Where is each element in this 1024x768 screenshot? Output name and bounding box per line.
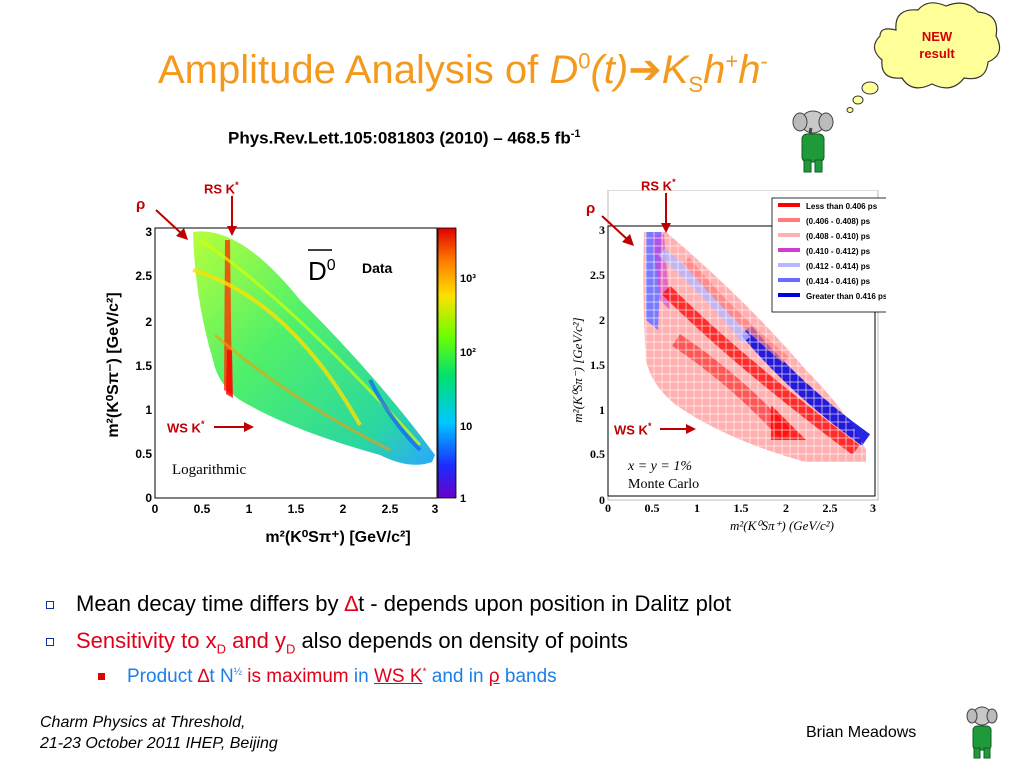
right-legend: Less than 0.406 ps (0.406 - 0.408) ps (0.4… — [778, 202, 886, 301]
right-y-ticks: 0 0.5 1 1.5 2 2.5 3 — [590, 223, 605, 507]
left-y-tick: 0 — [145, 491, 152, 505]
right-rs-kstar-label: RS K* — [641, 177, 676, 194]
right-y-tick: 0.5 — [590, 447, 605, 461]
legend-label: (0.412 - 0.414) ps — [806, 262, 871, 271]
left-ws-kstar-label: WS K* — [167, 419, 205, 436]
bullet-filled-square-icon — [98, 673, 105, 681]
legend-swatch — [778, 203, 800, 207]
right-y-tick: 1.5 — [590, 358, 605, 372]
right-ws-kstar-label: WS K* — [614, 421, 652, 438]
right-rho-arrow-icon — [601, 215, 634, 246]
logarithmic-label: Logarithmic — [172, 462, 246, 478]
colorbar-tick: 10² — [460, 347, 476, 359]
bullet-3: Product ∆t N½ is maximum in WS K* and in… — [98, 666, 557, 688]
data-label: Data — [362, 260, 393, 276]
bullet-square-icon — [46, 601, 54, 610]
mc-annotation-line1: x = y = 1% — [627, 459, 692, 474]
right-y-tick: 1 — [599, 403, 605, 417]
left-y-ticks: 0 0.5 1 1.5 2 2.5 3 — [135, 225, 152, 505]
right-y-tick: 2.5 — [590, 268, 605, 282]
left-y-tick: 1 — [145, 403, 152, 417]
left-rho-label: ρ — [136, 196, 146, 213]
d0-label: D0 — [308, 256, 336, 286]
thought-cloud-icon — [873, 2, 1001, 89]
legend-label: (0.408 - 0.410) ps — [806, 232, 871, 241]
legend-label: Less than 0.406 ps — [806, 202, 878, 211]
right-x-axis-title: m²(K⁰Sπ⁺) (GeV/c²) — [730, 518, 834, 533]
left-x-tick: 0.5 — [194, 502, 211, 516]
right-x-tick: 2 — [783, 501, 789, 515]
legend-swatch — [778, 263, 800, 267]
footer-author: Brian Meadows — [806, 724, 917, 741]
bullet-square-icon — [46, 638, 54, 647]
right-rho-label: ρ — [586, 200, 596, 217]
elephant-mascot-icon — [792, 110, 834, 173]
left-x-tick: 2.5 — [382, 502, 399, 516]
right-x-tick: 0.5 — [645, 501, 660, 515]
left-dalitz-plot: 0 0.5 1 1.5 2 2.5 3 0 0.5 1 1.5 2 2.5 3 … — [105, 225, 476, 546]
right-x-tick: 0 — [605, 501, 611, 515]
left-y-tick: 0.5 — [135, 447, 152, 461]
legend-label: (0.406 - 0.408) ps — [806, 217, 871, 226]
colorbar-tick: 1 — [460, 493, 466, 505]
right-x-tick: 1 — [694, 501, 700, 515]
colorbar-tick: 10 — [460, 421, 472, 433]
left-y-tick: 1.5 — [135, 359, 152, 373]
colorbar-tick: 10³ — [460, 273, 476, 285]
right-y-tick: 3 — [599, 223, 605, 237]
legend-swatch — [778, 248, 800, 252]
left-y-tick: 2.5 — [135, 269, 152, 283]
bullet-1: Mean decay time differs by ∆t - depends … — [46, 591, 731, 617]
left-x-tick: 2 — [340, 502, 347, 516]
elephant-mascot-footer-icon — [966, 706, 998, 759]
colorbar — [437, 227, 457, 499]
legend-swatch — [778, 278, 800, 282]
reference-citation: Phys.Rev.Lett.105:081803 (2010) – 468.5 … — [228, 128, 581, 148]
legend-label: (0.410 - 0.412) ps — [806, 247, 871, 256]
left-ws-arrow-icon — [214, 422, 254, 432]
legend-label: (0.414 - 0.416) ps — [806, 277, 871, 286]
new-result-callout: NEW result — [919, 29, 955, 61]
left-x-tick: 1.5 — [288, 502, 305, 516]
legend-swatch — [778, 218, 800, 222]
left-x-tick: 0 — [152, 502, 159, 516]
left-x-tick: 1 — [246, 502, 253, 516]
left-y-axis-title: m²(K⁰Sπ⁻) [GeV/c²] — [105, 292, 122, 437]
right-dalitz-plot: Less than 0.406 ps (0.406 - 0.408) ps (0.4… — [570, 190, 886, 533]
left-x-tick: 3 — [432, 502, 439, 516]
bullet-2: Sensitivity to xD and yD also depends on… — [46, 628, 628, 656]
right-x-tick: 1.5 — [734, 501, 749, 515]
footer-event-info: Charm Physics at Threshold, 21-23 Octobe… — [40, 714, 278, 752]
left-y-tick: 2 — [145, 315, 152, 329]
left-rs-kstar-label: RS K* — [204, 180, 239, 197]
right-ws-arrow-icon — [660, 424, 696, 434]
right-rs-arrow-icon — [661, 193, 671, 233]
thought-bubbles-icon — [846, 81, 879, 113]
legend-swatch — [778, 233, 800, 237]
right-x-tick: 2.5 — [823, 501, 838, 515]
mc-annotation-line2: Monte Carlo — [628, 477, 699, 492]
left-rho-arrow-icon — [155, 209, 188, 240]
right-x-tick: 3 — [870, 501, 876, 515]
legend-label: Greater than 0.416 ps — [806, 292, 886, 301]
arrow-icon: ➔ — [628, 48, 662, 92]
right-x-ticks: 0 0.5 1 1.5 2 2.5 3 — [605, 501, 876, 515]
right-y-tick: 2 — [599, 313, 605, 327]
right-y-tick: 0 — [599, 493, 605, 507]
legend-swatch — [778, 293, 800, 297]
left-rs-arrow-icon — [227, 196, 237, 236]
left-x-ticks: 0 0.5 1 1.5 2 2.5 3 — [152, 502, 439, 516]
slide-title: Amplitude Analysis of D0(t)➔KSh+h- — [158, 48, 768, 97]
left-x-axis-title: m²(K⁰Sπ⁺) [GeV/c²] — [265, 529, 410, 546]
right-y-axis-title: m²(K⁰Sπ⁻) [GeV/c²] — [570, 317, 585, 422]
left-y-tick: 3 — [145, 225, 152, 239]
